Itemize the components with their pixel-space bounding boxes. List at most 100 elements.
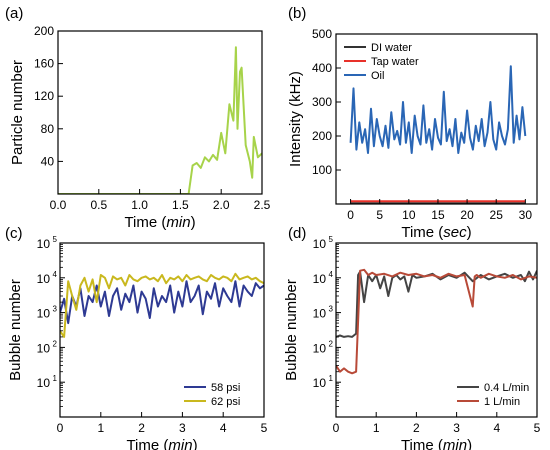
legend-label: DI water: [371, 42, 412, 54]
x-axis-label-part: ): [191, 214, 196, 231]
x-tick-label: 0.5: [90, 198, 107, 212]
y-tick-label: 10: [37, 376, 51, 390]
y-tick-exponent: 1: [329, 374, 334, 383]
legend-label: Oil: [371, 70, 384, 82]
y-axis-label: Bubble number: [7, 279, 24, 381]
x-tick-label: 20: [460, 208, 474, 222]
y-tick-label: 10: [313, 376, 327, 390]
x-tick-label: 2.0: [213, 198, 230, 212]
panel-label: (b): [288, 5, 306, 22]
axes-frame: [59, 242, 265, 418]
panel-a: (a) 0.0 0.5 1.0 1.5 2.0 2.5 40 80 120 160 200 Time (…: [5, 5, 271, 231]
x-tick-label: 1.0: [131, 198, 148, 212]
panel-label: (c): [5, 225, 23, 242]
y-tick-label: 160: [34, 57, 54, 71]
x-tick-label: 0.0: [50, 198, 67, 212]
series-line-oil: [349, 65, 527, 154]
x-tick-label: 5: [261, 421, 268, 435]
x-tick-label: 1.5: [172, 198, 189, 212]
y-tick-label: 10: [313, 272, 327, 286]
y-tick-label: 200: [34, 24, 54, 38]
x-tick-label: 10: [402, 208, 416, 222]
x-axis-label-part: min: [443, 437, 467, 450]
x-tick-label: 15: [431, 208, 445, 222]
x-tick-label: 0: [347, 208, 354, 222]
x-axis-label-part: sec: [443, 224, 467, 241]
y-tick-label: 400: [312, 61, 332, 75]
x-tick-label: 25: [490, 208, 504, 222]
y-tick-label: 500: [312, 27, 332, 41]
series-line-0: [58, 46, 262, 194]
legend-label: Tap water: [371, 56, 419, 68]
x-tick-label: 4: [493, 421, 500, 435]
series-line-62-psi: [60, 272, 264, 338]
x-tick-label: 0: [57, 421, 64, 435]
series-line-1-l-min: [336, 268, 537, 375]
x-tick-label: 2: [413, 421, 420, 435]
y-tick-exponent: 5: [329, 235, 334, 244]
series-line-58-psi: [60, 280, 264, 325]
legend-label: 0.4 L/min: [484, 382, 529, 394]
legend-label: 1 L/min: [484, 396, 520, 408]
x-tick-label: 2: [138, 421, 145, 435]
y-tick-exponent: 4: [329, 270, 334, 279]
x-axis-label-part: ): [193, 437, 198, 450]
x-tick-label: 1: [97, 421, 104, 435]
x-tick-label: 0: [333, 421, 340, 435]
y-tick-label: 10: [37, 272, 51, 286]
x-axis-label-part: Time (: [126, 437, 168, 450]
x-axis-label: Time (min): [126, 437, 197, 450]
y-tick-exponent: 3: [53, 305, 58, 314]
x-axis-label-part: Time (: [401, 437, 443, 450]
x-axis-label: Time (sec): [401, 224, 471, 241]
x-axis-label: Time (min): [401, 437, 472, 450]
x-tick-label: 4: [220, 421, 227, 435]
y-tick-label: 10: [313, 341, 327, 355]
x-tick-label: 5: [376, 208, 383, 222]
x-tick-label: 2.5: [254, 198, 271, 212]
y-tick-exponent: 3: [329, 305, 334, 314]
axes-frame: [57, 30, 263, 195]
series-line-0-4-l-min: [336, 270, 537, 338]
y-tick-label: 100: [312, 163, 332, 177]
panel-label: (d): [288, 225, 306, 242]
y-tick-exponent: 2: [329, 339, 334, 348]
y-tick-label: 10: [313, 237, 327, 251]
y-tick-label: 300: [312, 95, 332, 109]
y-tick-label: 40: [41, 154, 55, 168]
x-tick-label: 5: [534, 421, 541, 435]
y-axis-label: Intensity (kHz): [287, 71, 304, 167]
y-tick-label: 10: [37, 341, 51, 355]
x-tick-label: 1: [373, 421, 380, 435]
y-tick-label: 200: [312, 129, 332, 143]
y-axis-label: Particle number: [9, 60, 26, 165]
panel-b: (b) 0 5 10 15 20 25 30 100 200 300 400 500 Time (sec)…: [287, 5, 538, 241]
y-tick-label: 10: [313, 307, 327, 321]
x-axis-label-part: Time (: [401, 224, 443, 241]
y-axis-label: Bubble number: [283, 279, 300, 381]
x-tick-label: 30: [519, 208, 533, 222]
y-tick-exponent: 5: [53, 235, 58, 244]
y-tick-exponent: 2: [53, 339, 58, 348]
legend: 58 psi 62 psi: [184, 382, 240, 408]
y-tick-exponent: 4: [53, 270, 58, 279]
x-tick-label: 3: [453, 421, 460, 435]
legend: DI water Tap water Oil: [344, 42, 419, 82]
axes-frame: [335, 33, 538, 205]
x-axis-label-part: ): [467, 224, 472, 241]
legend-label: 62 psi: [211, 396, 240, 408]
x-axis-label-part: min: [166, 214, 190, 231]
y-tick-label: 120: [34, 89, 54, 103]
panel-label: (a): [5, 5, 23, 22]
x-tick-label: 3: [179, 421, 186, 435]
axes-frame: [335, 242, 538, 418]
x-axis-label-part: Time (: [124, 214, 166, 231]
y-tick-label: 10: [37, 237, 51, 251]
y-tick-label: 10: [37, 307, 51, 321]
x-axis-label-part: ): [467, 437, 472, 450]
x-axis-label: Time (min): [124, 214, 195, 231]
y-tick-exponent: 1: [53, 374, 58, 383]
